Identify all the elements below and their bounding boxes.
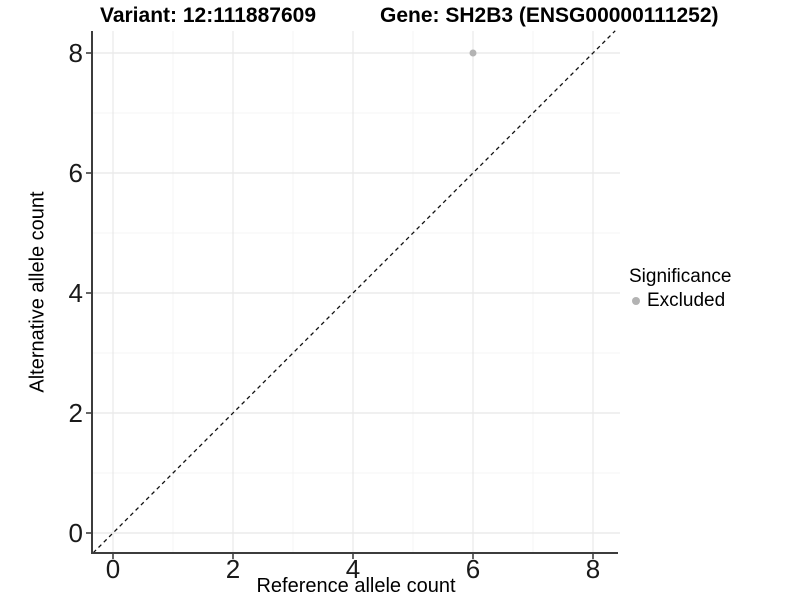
legend-dot-icon	[632, 297, 640, 305]
data-point	[469, 49, 477, 57]
y-tick-label: 4	[69, 278, 83, 308]
legend: Significance Excluded	[629, 266, 731, 312]
y-tick-label: 6	[69, 158, 83, 188]
legend-title: Significance	[629, 266, 732, 287]
plot-title-variant: Variant: 12:111887609	[99, 4, 316, 27]
y-tick-label: 0	[69, 518, 83, 548]
y-tick-label: 2	[69, 398, 83, 428]
x-tick-label: 2	[226, 554, 240, 584]
x-axis-title: Reference allele count	[256, 575, 456, 597]
identity-line	[92, 30, 616, 554]
plot-title-gene: Gene: SH2B3 (ENSG00000111252)	[380, 4, 719, 27]
x-tick-label: 4	[346, 554, 360, 584]
x-tick-label: 8	[586, 554, 600, 584]
legend-item-excluded: Excluded	[629, 290, 731, 312]
x-tick-label: 6	[466, 554, 480, 584]
x-tick-label: 0	[106, 554, 120, 584]
legend-item-label: Excluded	[647, 290, 726, 311]
y-tick-label: 8	[69, 38, 83, 68]
